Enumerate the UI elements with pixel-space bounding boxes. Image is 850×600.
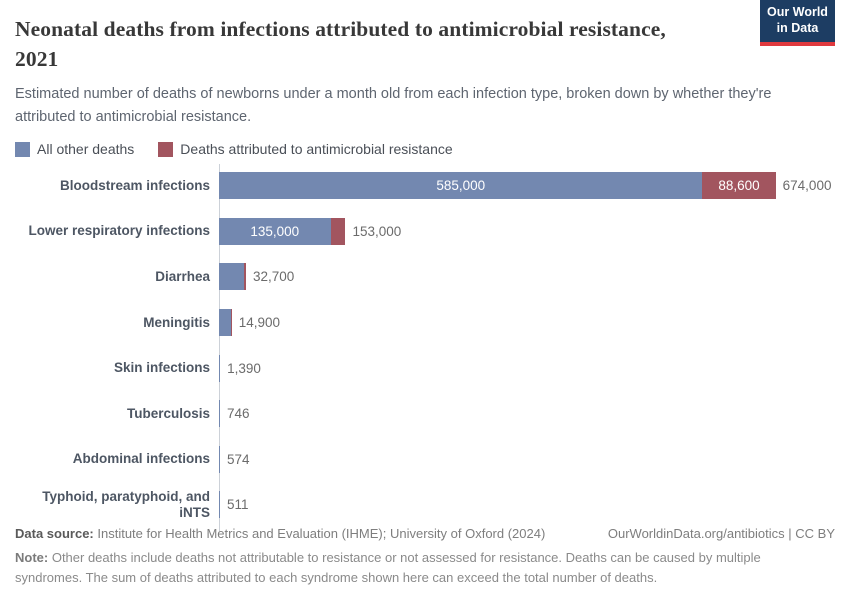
bar-segment-other-deaths[interactable]	[219, 354, 221, 382]
chart-row: Diarrhea 32,700	[15, 263, 835, 291]
bar-total-label: 14,900	[238, 314, 281, 330]
row-label: Typhoid, paratyphoid, and iNTS	[42, 489, 210, 520]
bar-total-label: 574	[227, 451, 250, 467]
row-bars: 32,700	[219, 263, 835, 291]
row-bars: 14,900	[219, 308, 835, 336]
bar-total-label: 1,390	[227, 360, 261, 376]
page-title: Neonatal deaths from infections attribut…	[15, 14, 760, 74]
bar-segment-amr-deaths[interactable]	[330, 217, 346, 245]
y-axis-line	[219, 164, 220, 532]
legend-swatch-icon	[15, 141, 30, 157]
title-line1: Neonatal deaths from infections attribut…	[15, 17, 666, 41]
row-label: Diarrhea	[155, 269, 210, 285]
chart-row: Tuberculosis 746	[15, 400, 835, 428]
bar-value-label: 88,600	[718, 178, 760, 194]
header: Our World in Data Neonatal deaths from i…	[15, 0, 835, 128]
data-source-text: Institute for Health Metrics and Evaluat…	[93, 526, 546, 541]
bar-segment-other-deaths[interactable]: 135,000	[219, 217, 331, 245]
row-bars: 585,000 88,600 674,000	[219, 172, 835, 200]
row-label: Lower respiratory infections	[28, 223, 210, 239]
bar-total-label: 746	[227, 406, 250, 422]
row-label: Bloodstream infections	[59, 177, 210, 193]
row-bars: 511	[219, 491, 835, 519]
chart-row: Abdominal infections 574	[15, 445, 835, 473]
footnote-label: Note:	[15, 550, 49, 565]
legend: All other deaths Deaths attributed to ant…	[15, 141, 835, 157]
title-line2: 2021	[15, 47, 59, 72]
legend-label: All other deaths	[37, 141, 135, 158]
chart-row: Lower respiratory infections 135,000 153,0…	[15, 217, 835, 245]
legend-label: Deaths attributed to antimicrobial resis…	[180, 141, 453, 158]
chart-subtitle: Estimated number of deaths of newborns u…	[15, 86, 772, 125]
bar-segment-other-deaths[interactable]	[219, 445, 220, 473]
data-source-label: Data source:	[15, 526, 94, 541]
bar-segment-amr-deaths[interactable]: 88,600	[702, 172, 776, 200]
bar-segment-amr-deaths[interactable]	[244, 263, 246, 291]
chart-row: Typhoid, paratyphoid, and iNTS 511	[15, 489, 835, 520]
row-label: Meningitis	[143, 314, 210, 330]
bar-segment-other-deaths[interactable]	[219, 263, 245, 291]
bar-segment-amr-deaths[interactable]	[230, 308, 232, 336]
owid-logo-line1: Our World	[767, 5, 828, 19]
owid-logo-line2: in Data	[776, 20, 819, 35]
bar-value-label: 135,000	[250, 223, 300, 239]
bar-segment-other-deaths[interactable]	[219, 308, 231, 336]
bar-total-label: 674,000	[782, 178, 832, 194]
row-bars: 135,000 153,000	[219, 217, 835, 245]
bar-total-label: 153,000	[352, 223, 402, 239]
chart-row: Bloodstream infections 585,000 88,600 674,0…	[15, 172, 835, 200]
legend-item-0[interactable]: All other deaths	[15, 141, 134, 157]
owid-logo[interactable]: Our World in Data	[760, 0, 835, 47]
bar-segment-other-deaths[interactable]	[219, 400, 220, 428]
row-label: Tuberculosis	[126, 405, 210, 421]
bar-chart: Bloodstream infections 585,000 88,600 674,0…	[15, 164, 835, 532]
bar-total-label: 32,700	[253, 269, 295, 285]
row-label: Skin infections	[113, 360, 210, 376]
legend-swatch-icon	[158, 141, 174, 157]
row-label: Abdominal infections	[72, 451, 210, 467]
row-bars: 1,390	[219, 354, 835, 382]
footnote: Note: Other deaths include deaths not at…	[15, 548, 763, 587]
row-bars: 746	[219, 400, 835, 428]
owid-url-link[interactable]: OurWorldinData.org/antibiotics | CC BY	[607, 526, 835, 541]
data-source: Data source: Institute for Health Metric…	[15, 526, 545, 541]
footer-top: Data source: Institute for Health Metric…	[15, 526, 835, 541]
chart-row: Meningitis 14,900	[15, 308, 835, 336]
footnote-text: Other deaths include deaths not attribut…	[15, 550, 761, 585]
bar-segment-other-deaths[interactable]	[219, 491, 220, 519]
bar-value-label: 585,000	[436, 178, 486, 194]
bar-segment-other-deaths[interactable]: 585,000	[219, 172, 703, 200]
footer: Data source: Institute for Health Metric…	[15, 526, 835, 587]
chart-row: Skin infections 1,390	[15, 354, 835, 382]
legend-item-1[interactable]: Deaths attributed to antimicrobial resis…	[158, 141, 453, 158]
row-bars: 574	[219, 445, 835, 473]
bar-total-label: 511	[227, 497, 249, 513]
